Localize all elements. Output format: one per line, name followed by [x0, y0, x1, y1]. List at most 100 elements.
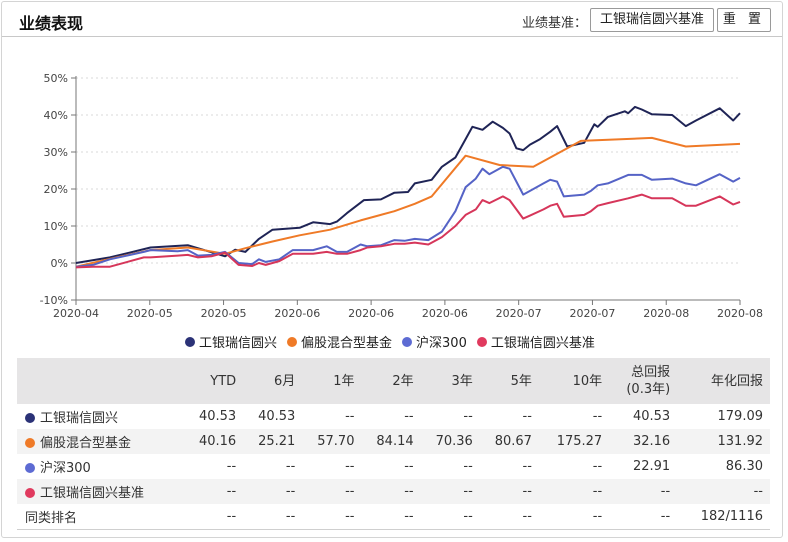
table-cell: 86.30 [725, 459, 763, 474]
table-cell: -- [463, 459, 473, 474]
series-line-2[interactable] [75, 165, 741, 268]
legend-label: 沪深300 [416, 336, 467, 351]
series-line-1[interactable] [75, 136, 741, 268]
y-tick-label: 30% [44, 146, 68, 159]
chart-axes: 50% 40% 30% 20% 10% 0% -10%2020-04 2020-05 2020-… [40, 72, 763, 320]
table-cell: 70.36 [420, 429, 480, 454]
table-cell: -- [677, 479, 770, 504]
table-cell: -- [184, 504, 244, 530]
reset-button[interactable]: 重 置 [717, 8, 771, 32]
header-10y: 10年 [538, 358, 610, 404]
row-label: 偏股混合型基金 [40, 436, 132, 451]
table-cell: -- [479, 504, 539, 530]
header-ytd: YTD [184, 358, 244, 404]
y-tick-label: 10% [44, 220, 68, 233]
legend-dot-icon [287, 336, 298, 347]
table-cell: 40.53 [258, 409, 296, 424]
benchmark-select-button[interactable]: 工银瑞信圆兴基准 [590, 8, 714, 32]
legend-item[interactable]: 偏股混合型基金 [287, 332, 392, 351]
table-row: 工银瑞信圆兴基准 -- -- -- -- -- -- -- -- -- [17, 479, 770, 504]
table-cell: -- [361, 479, 421, 504]
x-tick-label: 2020-07 [496, 307, 542, 320]
header-total-return: 总回报 (0.3年) [609, 358, 678, 404]
row-name: 同类排名 [17, 504, 184, 530]
table-row: 工银瑞信圆兴 40.53 40.53 -- -- -- -- -- 40.53 179.09 [17, 404, 770, 429]
header-6m: 6月 [243, 358, 303, 404]
performance-line-chart: 50% 40% 30% 20% 10% 0% -10%2020-04 2020-05 2020-… [40, 72, 763, 320]
table-row: 偏股混合型基金 40.16 25.21 57.70 84.14 70.36 80.67 175… [17, 429, 770, 454]
table-cell: 57.70 [302, 429, 362, 454]
table-cell: -- [592, 459, 603, 474]
table-row: 沪深300 -- -- -- -- -- -- -- 22.91 86.30 [17, 454, 770, 479]
legend-dot-icon [185, 336, 195, 347]
x-tick-label: 2020-06 [274, 307, 320, 320]
table-cell: -- [522, 409, 532, 424]
legend-dot-icon [402, 336, 413, 347]
row-label: 同类排名 [25, 511, 78, 526]
table-cell: 179.09 [717, 409, 764, 424]
table-cell: 40.16 [184, 429, 244, 454]
table-header-row: YTD 6月 1年 2年 3年 5年 10年 总回报 (0.3年) 年化回报 [17, 358, 770, 404]
x-tick-label: 2020-08 [643, 307, 689, 320]
table-cell: -- [285, 459, 296, 474]
y-tick-label: 0% [51, 257, 68, 270]
table-cell: -- [345, 459, 355, 474]
header-annualized: 年化回报 [677, 358, 770, 404]
x-tick-label: 2020-06 [348, 307, 394, 320]
series-dot-icon [25, 438, 35, 448]
row-label: 工银瑞信圆兴 [40, 411, 119, 426]
table-cell: 175.27 [538, 429, 610, 454]
table-cell: -- [404, 409, 414, 424]
panel-header: 业绩表现 业绩基准： 工银瑞信圆兴基准 重 置 [2, 2, 782, 37]
x-tick-label: 2020-06 [422, 307, 468, 320]
legend-item[interactable]: 工银瑞信圆兴基准 [476, 332, 595, 351]
header-3y: 3年 [420, 358, 480, 404]
table-cell: 25.21 [243, 429, 303, 454]
table-cell: -- [538, 504, 610, 530]
table-cell: -- [243, 504, 303, 530]
header-5y: 5年 [479, 358, 539, 404]
table-cell: 84.14 [361, 429, 421, 454]
table-cell: -- [302, 479, 362, 504]
table-cell: -- [538, 479, 610, 504]
legend-item[interactable]: 工银瑞信圆兴 [185, 332, 277, 351]
series-dot-icon [25, 463, 35, 473]
row-label: 沪深300 [40, 461, 91, 476]
table-cell: -- [463, 409, 473, 424]
table-cell: -- [609, 479, 678, 504]
x-tick-label: 2020-04 [53, 307, 99, 320]
legend-label: 偏股混合型基金 [301, 336, 393, 351]
x-tick-label: 2020-05 [201, 307, 247, 320]
series-line-0[interactable] [75, 105, 741, 264]
series-dot-icon [25, 488, 35, 498]
legend-item[interactable]: 沪深300 [402, 332, 467, 351]
legend-label: 工银瑞信圆兴基准 [490, 336, 595, 351]
x-tick-label: 2020-07 [569, 307, 615, 320]
table-cell: -- [609, 504, 678, 530]
row-label: 工银瑞信圆兴基准 [40, 486, 145, 501]
row-name: 工银瑞信圆兴 [17, 404, 184, 429]
series-line-3[interactable] [75, 193, 741, 269]
table-cell: -- [522, 459, 532, 474]
header-1y: 1年 [302, 358, 362, 404]
row-name: 偏股混合型基金 [17, 429, 184, 454]
y-tick-label: 40% [44, 109, 68, 122]
header-name [17, 358, 184, 404]
table-cell: -- [345, 409, 355, 424]
table-cell: -- [184, 479, 244, 504]
table-cell: -- [592, 409, 603, 424]
y-tick-label: 50% [44, 72, 68, 85]
series-dot-icon [25, 413, 35, 423]
table-cell: -- [404, 459, 414, 474]
table-cell: -- [243, 479, 303, 504]
x-tick-label: 2020-08 [717, 307, 763, 320]
benchmark-label: 业绩基准： [522, 16, 588, 31]
y-tick-label: -10% [40, 294, 68, 307]
table-cell: -- [361, 504, 421, 530]
table-cell: -- [226, 459, 237, 474]
table-cell: 40.53 [198, 409, 237, 424]
table-cell: 131.92 [677, 429, 770, 454]
table-cell: 80.67 [479, 429, 539, 454]
legend-label: 工银瑞信圆兴 [199, 336, 278, 351]
table-cell: -- [420, 479, 480, 504]
